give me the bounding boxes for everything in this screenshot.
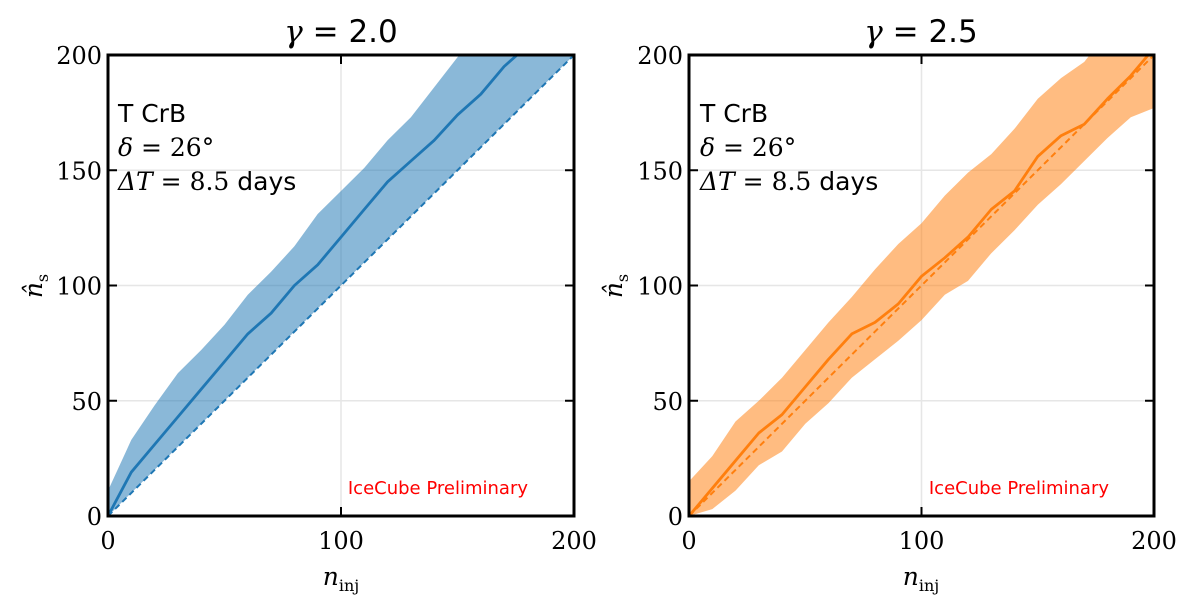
x-tick-label: 100	[318, 527, 364, 555]
x-tick-label: 100	[899, 527, 945, 555]
annotation-declination: δ = 26°	[700, 133, 796, 162]
annotation-source: T CrB	[117, 99, 186, 128]
annotation-declination: δ = 26°	[118, 133, 214, 162]
y-tick-label: 200	[637, 42, 683, 70]
ticks	[107, 54, 575, 517]
y-tick-label: 200	[56, 42, 102, 70]
panel-gamma-2.0: 0 100 200 0 50 100 150 200 γ = 2.0 T CrB δ = 26…	[19, 14, 597, 595]
ticks	[688, 54, 1155, 517]
reference-line	[689, 55, 1154, 516]
y-tick-label: 150	[56, 157, 102, 185]
annotation-duration: ΔT = 8.5 days	[699, 167, 878, 196]
plot-data	[689, 55, 1154, 516]
y-tick-label: 50	[652, 388, 683, 416]
y-tick-label: 150	[637, 157, 683, 185]
y-axis-label: n̂s	[19, 274, 52, 298]
x-tick-label: 200	[1131, 527, 1177, 555]
plot-data	[108, 55, 574, 516]
y-tick-label: 0	[668, 503, 683, 531]
chart-title: γ = 2.5	[864, 14, 978, 50]
y-tick-label: 50	[71, 388, 102, 416]
x-axis-label: ninj	[903, 562, 940, 595]
y-axis-label: n̂s	[599, 274, 632, 298]
watermark-icecube-preliminary: IceCube Preliminary	[348, 478, 528, 499]
y-tick-label: 100	[637, 273, 683, 301]
watermark-icecube-preliminary: IceCube Preliminary	[929, 478, 1109, 499]
median-line	[108, 55, 520, 516]
x-tick-label: 0	[100, 527, 115, 555]
x-tick-label: 0	[681, 527, 696, 555]
chart-title: γ = 2.0	[284, 14, 398, 50]
y-tick-label: 100	[56, 273, 102, 301]
panel-gamma-2.5: 0 100 200 0 50 100 150 200 γ = 2.5 T CrB δ = 26…	[599, 14, 1177, 595]
x-axis-label: ninj	[323, 562, 360, 595]
annotation-source: T CrB	[699, 99, 768, 128]
annotation-duration: ΔT = 8.5 days	[117, 167, 296, 196]
tick-labels: 0 100 200 0 50 100 150 200	[56, 42, 597, 555]
median-line	[689, 55, 1151, 516]
tick-labels: 0 100 200 0 50 100 150 200	[637, 42, 1177, 555]
y-tick-label: 0	[87, 503, 102, 531]
x-tick-label: 200	[551, 527, 597, 555]
